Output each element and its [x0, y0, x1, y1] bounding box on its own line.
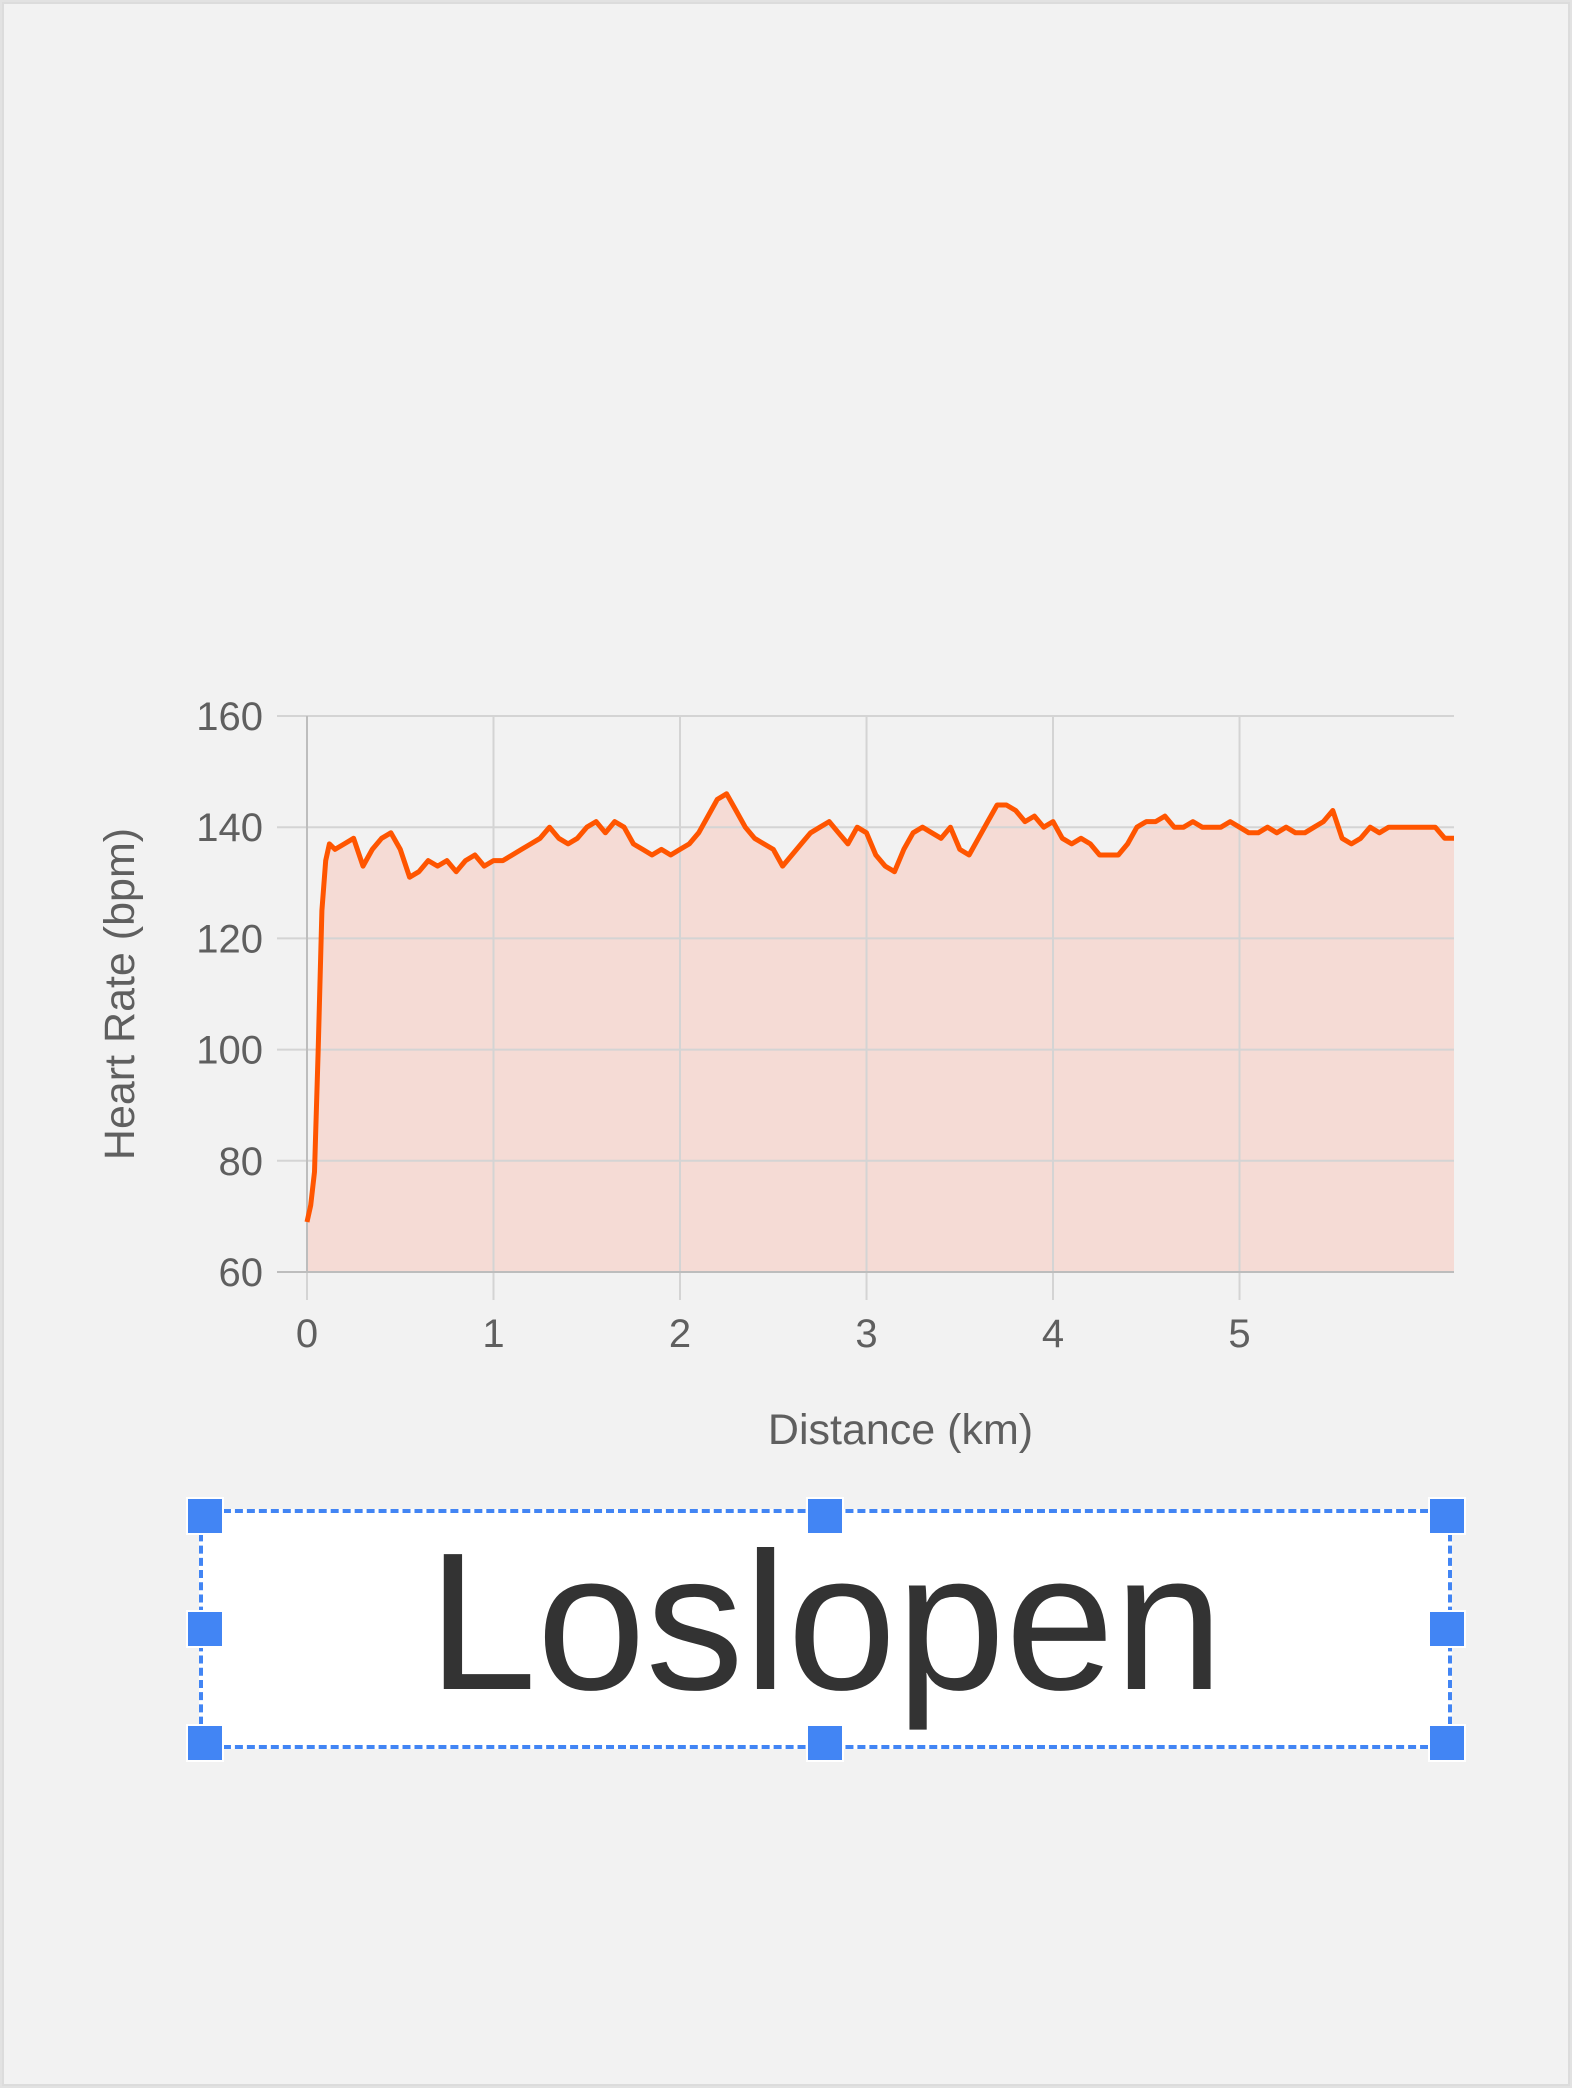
y-tick-label: 140: [196, 806, 263, 850]
y-axis-title: Heart Rate (bpm): [96, 828, 144, 1160]
resize-handle-middle-right[interactable]: [1428, 1610, 1466, 1648]
x-tick-label: 1: [482, 1312, 504, 1356]
x-tick-label: 3: [855, 1312, 877, 1356]
y-tick-label: 100: [196, 1029, 263, 1073]
y-tick-label: 80: [219, 1140, 264, 1184]
resize-handle-top-left[interactable]: [186, 1497, 224, 1535]
resize-handle-bottom-middle[interactable]: [806, 1724, 844, 1762]
text-box-label[interactable]: Loslopen: [427, 1512, 1224, 1731]
series-area-fill: [307, 793, 1454, 1272]
resize-handle-bottom-right[interactable]: [1428, 1724, 1466, 1762]
text-box-selected[interactable]: Loslopen: [199, 1509, 1452, 1749]
heart-rate-chart: 60 80 100 120 140 160 0 1 2 3 4 5 Distance (km) Heart…: [96, 695, 1454, 1454]
x-tick-label: 5: [1228, 1312, 1250, 1356]
resize-handle-top-right[interactable]: [1428, 1497, 1466, 1535]
x-tick-label: 4: [1042, 1312, 1064, 1356]
x-tick-label: 0: [296, 1312, 318, 1356]
resize-handle-middle-left[interactable]: [186, 1610, 224, 1648]
resize-handle-top-middle[interactable]: [806, 1497, 844, 1535]
x-axis-title: Distance (km): [768, 1406, 1033, 1454]
series-line: [304, 791, 1454, 1223]
x-tick-label: 2: [669, 1312, 691, 1356]
y-tick-label: 160: [196, 695, 263, 739]
y-tick-label: 60: [219, 1251, 264, 1295]
y-tick-label: 120: [196, 917, 263, 961]
resize-handle-bottom-left[interactable]: [186, 1724, 224, 1762]
